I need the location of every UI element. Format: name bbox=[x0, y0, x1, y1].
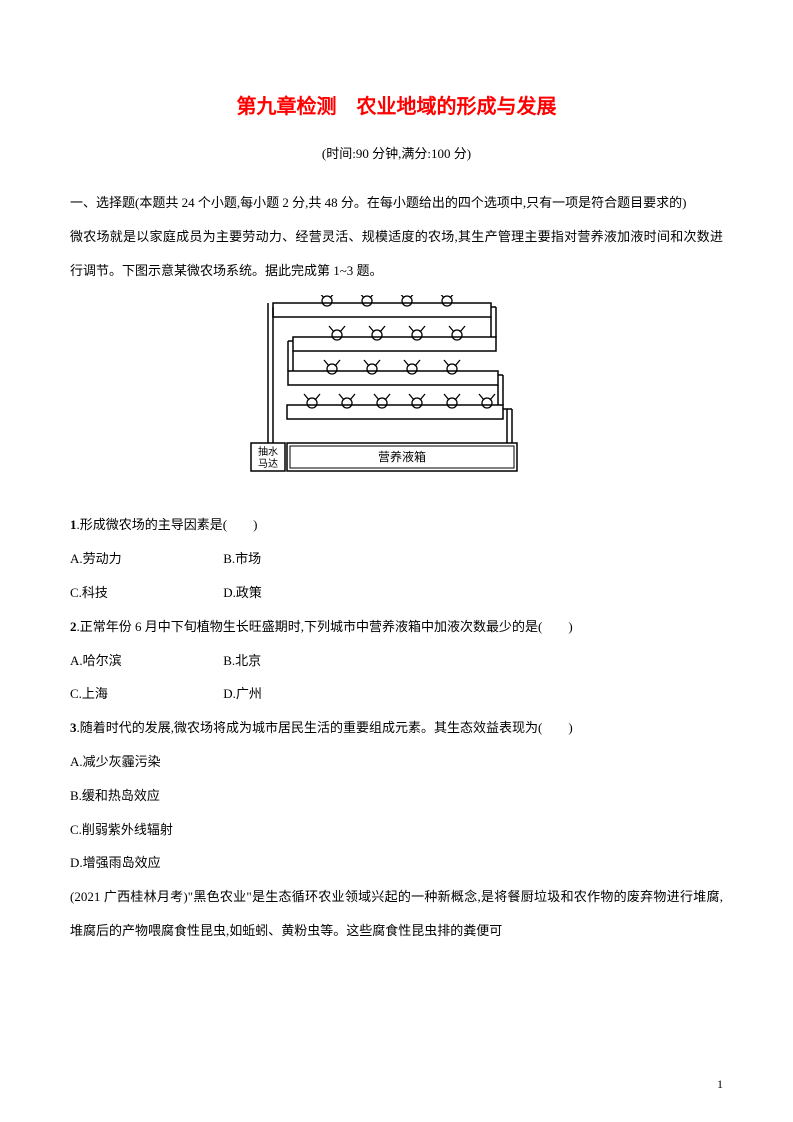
q3-option-d: D.增强雨岛效应 bbox=[70, 846, 723, 880]
q1-option-a: A.劳动力 bbox=[70, 542, 220, 576]
page-number: 1 bbox=[717, 1077, 723, 1092]
q2-option-a: A.哈尔滨 bbox=[70, 644, 220, 678]
diagram-microfarm: 营养液箱 抽水 马达 bbox=[70, 295, 723, 490]
q3-option-a: A.减少灰霾污染 bbox=[70, 745, 723, 779]
q2-text: .正常年份 6 月中下旬植物生长旺盛期时,下列城市中营养液箱中加液次数最少的是(… bbox=[77, 619, 573, 634]
question-1: 1.形成微农场的主导因素是( ) bbox=[70, 508, 723, 542]
q2-option-c: C.上海 bbox=[70, 677, 220, 711]
svg-text:抽水: 抽水 bbox=[258, 445, 278, 458]
q2-option-b: B.北京 bbox=[223, 644, 373, 678]
q1-options-row1: A.劳动力 B.市场 bbox=[70, 542, 723, 576]
page-title: 第九章检测 农业地域的形成与发展 bbox=[70, 90, 723, 119]
q1-options-row2: C.科技 D.政策 bbox=[70, 576, 723, 610]
subtitle: (时间:90 分钟,满分:100 分) bbox=[70, 143, 723, 162]
q1-text: .形成微农场的主导因素是( ) bbox=[77, 517, 258, 532]
passage-2: (2021 广西桂林月考)"黑色农业"是生态循环农业领域兴起的一种新概念,是将餐… bbox=[70, 880, 723, 948]
q3-option-b: B.缓和热岛效应 bbox=[70, 779, 723, 813]
q1-option-b: B.市场 bbox=[223, 542, 373, 576]
q2-option-d: D.广州 bbox=[223, 677, 373, 711]
section-intro: 一、选择题(本题共 24 个小题,每小题 2 分,共 48 分。在每小题给出的四… bbox=[70, 186, 723, 220]
microfarm-svg: 营养液箱 抽水 马达 bbox=[237, 295, 557, 485]
q3-text: .随着时代的发展,微农场将成为城市居民生活的重要组成元素。其生态效益表现为( ) bbox=[77, 720, 573, 735]
q2-options-row1: A.哈尔滨 B.北京 bbox=[70, 644, 723, 678]
q2-options-row2: C.上海 D.广州 bbox=[70, 677, 723, 711]
question-2: 2.正常年份 6 月中下旬植物生长旺盛期时,下列城市中营养液箱中加液次数最少的是… bbox=[70, 610, 723, 644]
q3-option-c: C.削弱紫外线辐射 bbox=[70, 813, 723, 847]
passage-1: 微农场就是以家庭成员为主要劳动力、经营灵活、规模适度的农场,其生产管理主要指对营… bbox=[70, 220, 723, 288]
q1-option-d: D.政策 bbox=[223, 576, 373, 610]
question-3: 3.随着时代的发展,微农场将成为城市居民生活的重要组成元素。其生态效益表现为( … bbox=[70, 711, 723, 745]
svg-text:马达: 马达 bbox=[258, 458, 278, 470]
tank-label: 营养液箱 bbox=[377, 449, 425, 464]
q1-option-c: C.科技 bbox=[70, 576, 220, 610]
